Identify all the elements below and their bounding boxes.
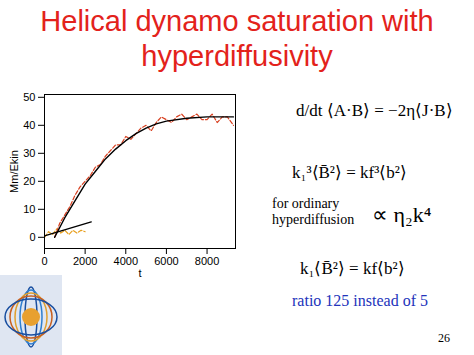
html-text:ratio 125 instead of 5: ratio 125 instead of 5 bbox=[292, 292, 428, 309]
html-text:d/dt ⟨A·B⟩ = −2η⟨J·B⟩: d/dt ⟨A·B⟩ = −2η⟨J·B⟩ bbox=[296, 101, 453, 120]
html-text:for ordinary: for ordinary bbox=[272, 196, 340, 211]
svg-text:t: t bbox=[138, 267, 141, 279]
html-text:hyperdiffusion: hyperdiffusion bbox=[272, 212, 355, 227]
svg-text:0: 0 bbox=[29, 231, 35, 243]
svg-text:20: 20 bbox=[23, 175, 35, 187]
svg-text:Mm/Ekin: Mm/Ekin bbox=[8, 150, 20, 193]
svg-text:2000: 2000 bbox=[73, 255, 97, 267]
svg-text:0: 0 bbox=[41, 255, 47, 267]
svg-text:4000: 4000 bbox=[114, 255, 138, 267]
svg-text:40: 40 bbox=[23, 119, 35, 131]
html-text:∝ η₂k⁴: ∝ η₂k⁴ bbox=[372, 202, 432, 227]
html-text:Helical dynamo saturation with: Helical dynamo saturation with bbox=[40, 5, 434, 37]
html-text:26: 26 bbox=[438, 331, 450, 345]
svg-text:10: 10 bbox=[23, 203, 35, 215]
svg-text:6000: 6000 bbox=[154, 255, 178, 267]
svg-text:50: 50 bbox=[23, 91, 35, 103]
svg-text:30: 30 bbox=[23, 147, 35, 159]
html-text:hyperdiffusivity: hyperdiffusivity bbox=[141, 40, 333, 72]
svg-text:8000: 8000 bbox=[195, 255, 219, 267]
html-text:k₁³⟨B̄²⟩ = kf³⟨b²⟩: k₁³⟨B̄²⟩ = kf³⟨b²⟩ bbox=[292, 163, 407, 182]
html-text:k₁⟨B̄²⟩ = kf⟨b²⟩: k₁⟨B̄²⟩ = kf⟨b²⟩ bbox=[300, 259, 405, 278]
